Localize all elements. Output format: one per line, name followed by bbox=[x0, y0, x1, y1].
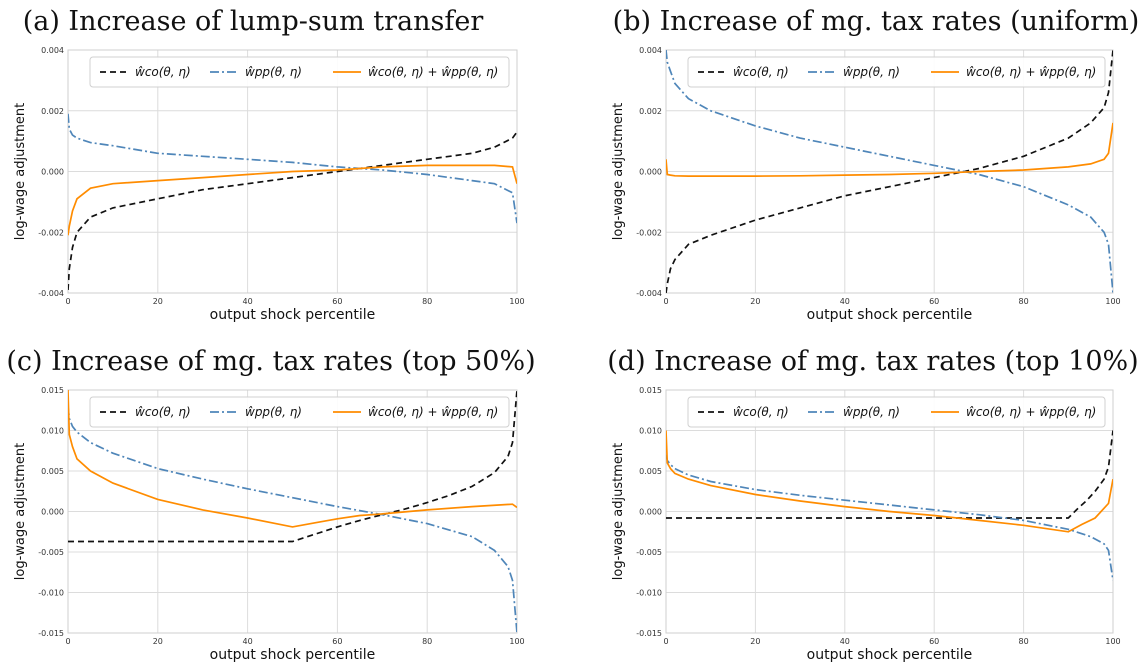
legend-label-1: ŵco(θ, η) bbox=[135, 65, 191, 79]
panel-title: (d) Increase of mg. tax rates (top 10%) bbox=[607, 346, 1138, 377]
x-tick-label: 100 bbox=[509, 637, 524, 646]
legend: ŵco(θ, η) ŵpp(θ, η) ŵco(θ, η) + ŵpp(θ, η) bbox=[89, 56, 510, 88]
panel-title: (c) Increase of mg. tax rates (top 50%) bbox=[6, 346, 535, 377]
x-tick-label: 40 bbox=[840, 297, 850, 306]
y-tick-label: 0.004 bbox=[639, 46, 662, 55]
x-tick-label: 0 bbox=[663, 637, 668, 646]
legend-label-2: ŵpp(θ, η) bbox=[245, 405, 302, 419]
y-axis-label: log-wage adjustment bbox=[611, 103, 626, 240]
x-axis-label: output shock percentile bbox=[210, 307, 376, 323]
y-tick-label: -0.005 bbox=[636, 548, 662, 557]
series-line-2 bbox=[666, 454, 1113, 581]
x-tick-label: 60 bbox=[332, 297, 342, 306]
series-line-3 bbox=[666, 122, 1113, 177]
x-tick-label: 60 bbox=[929, 637, 939, 646]
y-tick-label: 0.005 bbox=[41, 467, 64, 476]
x-tick-label: 100 bbox=[1105, 297, 1120, 306]
legend-label-1: ŵco(θ, η) bbox=[135, 405, 191, 419]
y-tick-label: 0.002 bbox=[41, 107, 64, 116]
plot-frame bbox=[67, 389, 518, 634]
y-tick-label: -0.002 bbox=[38, 228, 64, 237]
y-tick-label: -0.015 bbox=[38, 629, 64, 638]
y-axis-label: log-wage adjustment bbox=[611, 443, 626, 580]
y-tick-label: 0.000 bbox=[639, 508, 662, 517]
y-tick-label: -0.005 bbox=[38, 548, 64, 557]
y-tick-label: 0.000 bbox=[41, 168, 64, 177]
y-tick-label: -0.004 bbox=[636, 289, 662, 298]
series-line-3 bbox=[68, 164, 517, 236]
x-tick-label: 40 bbox=[243, 637, 253, 646]
plot-frame bbox=[665, 49, 1114, 294]
series-line-1 bbox=[68, 390, 517, 543]
legend-label-2: ŵpp(θ, η) bbox=[245, 65, 302, 79]
y-tick-label: 0.015 bbox=[639, 386, 662, 395]
x-tick-label: 60 bbox=[929, 297, 939, 306]
legend-label-3: ŵco(θ, η) + ŵpp(θ, η) bbox=[368, 65, 498, 79]
x-tick-label: 20 bbox=[750, 637, 760, 646]
series-line-3 bbox=[68, 390, 517, 528]
panel-title: (a) Increase of lump-sum transfer bbox=[23, 6, 484, 37]
x-tick-label: 80 bbox=[422, 297, 432, 306]
x-tick-label: 20 bbox=[153, 637, 163, 646]
y-tick-label: 0.000 bbox=[639, 168, 662, 177]
legend-box bbox=[89, 56, 510, 88]
legend-box bbox=[687, 396, 1106, 428]
panel-1: (a) Increase of lump-sum transfer 0 20 40 60… bbox=[13, 6, 525, 323]
x-axis-label: output shock percentile bbox=[210, 647, 376, 663]
x-tick-label: 0 bbox=[663, 297, 668, 306]
panel-4: (d) Increase of mg. tax rates (top 10%) 0… bbox=[607, 346, 1138, 663]
legend-label-3: ŵco(θ, η) + ŵpp(θ, η) bbox=[368, 405, 498, 419]
panel-title: (b) Increase of mg. tax rates (uniform) bbox=[613, 6, 1140, 37]
x-axis-label: output shock percentile bbox=[807, 307, 973, 323]
x-tick-label: 0 bbox=[65, 297, 70, 306]
x-tick-label: 20 bbox=[750, 297, 760, 306]
x-tick-label: 100 bbox=[509, 297, 524, 306]
legend: ŵco(θ, η) ŵpp(θ, η) ŵco(θ, η) + ŵpp(θ, η) bbox=[687, 396, 1106, 428]
y-tick-label: 0.010 bbox=[639, 427, 662, 436]
legend-label-3: ŵco(θ, η) + ŵpp(θ, η) bbox=[966, 65, 1096, 79]
legend-label-3: ŵco(θ, η) + ŵpp(θ, η) bbox=[966, 405, 1096, 419]
plot-frame bbox=[665, 389, 1114, 634]
legend-label-1: ŵco(θ, η) bbox=[733, 405, 789, 419]
series-line-1 bbox=[68, 131, 517, 291]
x-tick-label: 60 bbox=[332, 637, 342, 646]
x-tick-label: 40 bbox=[840, 637, 850, 646]
series-line-2 bbox=[68, 113, 517, 224]
legend-box bbox=[687, 56, 1106, 88]
legend-box bbox=[89, 396, 510, 428]
legend: ŵco(θ, η) ŵpp(θ, η) ŵco(θ, η) + ŵpp(θ, η) bbox=[687, 56, 1106, 88]
y-tick-label: -0.002 bbox=[636, 228, 662, 237]
legend-label-2: ŵpp(θ, η) bbox=[843, 65, 900, 79]
x-axis-label: output shock percentile bbox=[807, 647, 973, 663]
panel-2: (b) Increase of mg. tax rates (uniform) 0… bbox=[611, 6, 1139, 323]
x-tick-label: 20 bbox=[153, 297, 163, 306]
y-tick-label: 0.004 bbox=[41, 46, 64, 55]
legend: ŵco(θ, η) ŵpp(θ, η) ŵco(θ, η) + ŵpp(θ, η) bbox=[89, 396, 510, 428]
panel-3: (c) Increase of mg. tax rates (top 50%) 0… bbox=[6, 346, 535, 663]
x-tick-label: 0 bbox=[65, 637, 70, 646]
y-axis-label: log-wage adjustment bbox=[13, 103, 28, 240]
plot-frame bbox=[67, 49, 518, 294]
series-line-2 bbox=[666, 50, 1113, 293]
series-line-3 bbox=[666, 430, 1113, 533]
x-tick-label: 80 bbox=[1019, 297, 1029, 306]
x-tick-label: 100 bbox=[1105, 637, 1120, 646]
y-axis-label: log-wage adjustment bbox=[13, 443, 28, 580]
y-tick-label: 0.015 bbox=[41, 386, 64, 395]
y-tick-label: 0.002 bbox=[639, 107, 662, 116]
series-line-1 bbox=[666, 50, 1113, 293]
y-tick-label: -0.015 bbox=[636, 629, 662, 638]
legend-label-1: ŵco(θ, η) bbox=[733, 65, 789, 79]
legend-label-2: ŵpp(θ, η) bbox=[843, 405, 900, 419]
x-tick-label: 80 bbox=[422, 637, 432, 646]
x-tick-label: 80 bbox=[1019, 637, 1029, 646]
y-tick-label: -0.010 bbox=[38, 589, 64, 598]
y-tick-label: 0.000 bbox=[41, 508, 64, 517]
x-tick-label: 40 bbox=[243, 297, 253, 306]
y-tick-label: -0.010 bbox=[636, 589, 662, 598]
y-tick-label: 0.010 bbox=[41, 427, 64, 436]
y-tick-label: 0.005 bbox=[639, 467, 662, 476]
y-tick-label: -0.004 bbox=[38, 289, 64, 298]
